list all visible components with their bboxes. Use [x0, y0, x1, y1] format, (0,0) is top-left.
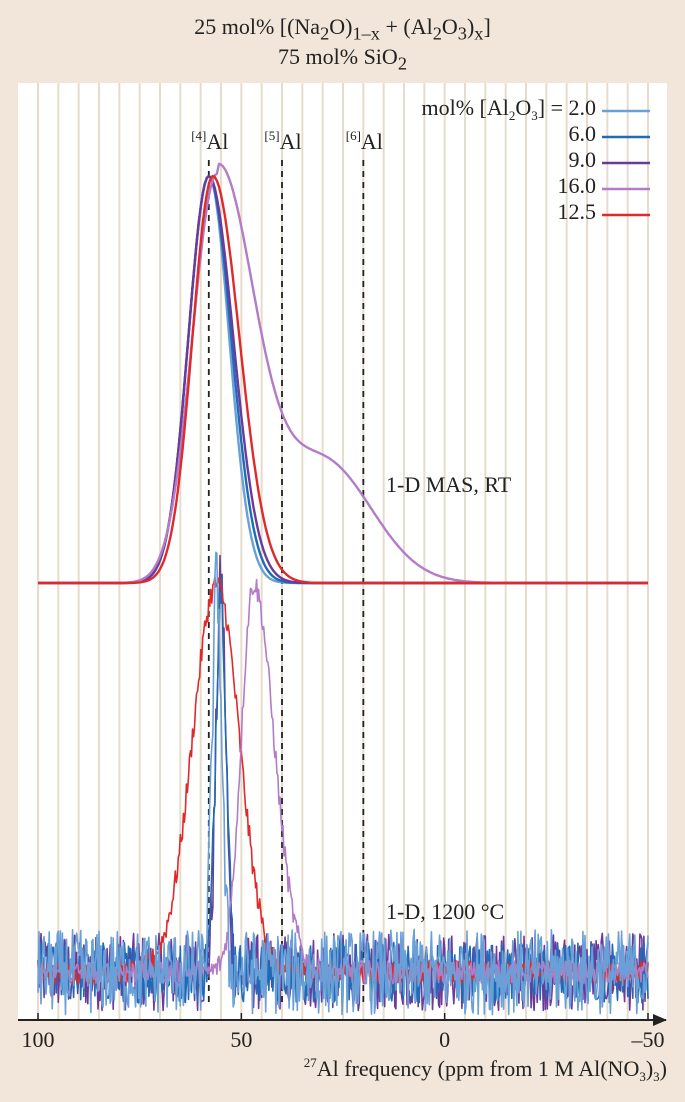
legend-label: 2.0 [569, 95, 597, 120]
reference-line-label: [4]Al [191, 128, 228, 154]
x-axis: 100 50 0 –50 27Al frequency (ppm from 1 M Al… [18, 1013, 667, 1084]
legend-title: mol% [Al2O3] = 2.0 [421, 95, 596, 123]
legend-label: 16.0 [558, 173, 597, 198]
x-tick-label: 100 [22, 1027, 55, 1052]
legend-label: 9.0 [569, 147, 597, 172]
series-2.0 [37, 551, 649, 1016]
legend-label: 6.0 [569, 121, 597, 146]
reference-line-label: [5]Al [264, 128, 301, 154]
x-tick-label: 50 [230, 1027, 252, 1052]
x-tick-label: –50 [631, 1027, 665, 1052]
panel-label-1200: 1-D, 1200 °C [386, 899, 504, 924]
panel-label-rt: 1-D MAS, RT [386, 472, 512, 497]
chart-title-line1: 25 mol% [(Na2O)1–x + (Al2O3)x] [194, 14, 491, 44]
series-12.5 [38, 174, 648, 585]
x-tick-label: 0 [439, 1027, 450, 1052]
legend: mol% [Al2O3] = 2.06.09.016.012.5 [421, 95, 650, 224]
panel-labels: 1-D MAS, RT 1-D, 1200 °C [386, 472, 512, 924]
chart-title-line2: 75 mol% SiO2 [278, 44, 407, 74]
x-axis-arrow [653, 1014, 667, 1026]
reference-line-label: [6]Al [346, 128, 383, 154]
x-axis-label: 27Al frequency (ppm from 1 M Al(NO3)3) [304, 1055, 667, 1084]
legend-label: 12.5 [558, 199, 597, 224]
panel-1200-curves [37, 551, 649, 1016]
panel-rt-curves [38, 162, 648, 585]
